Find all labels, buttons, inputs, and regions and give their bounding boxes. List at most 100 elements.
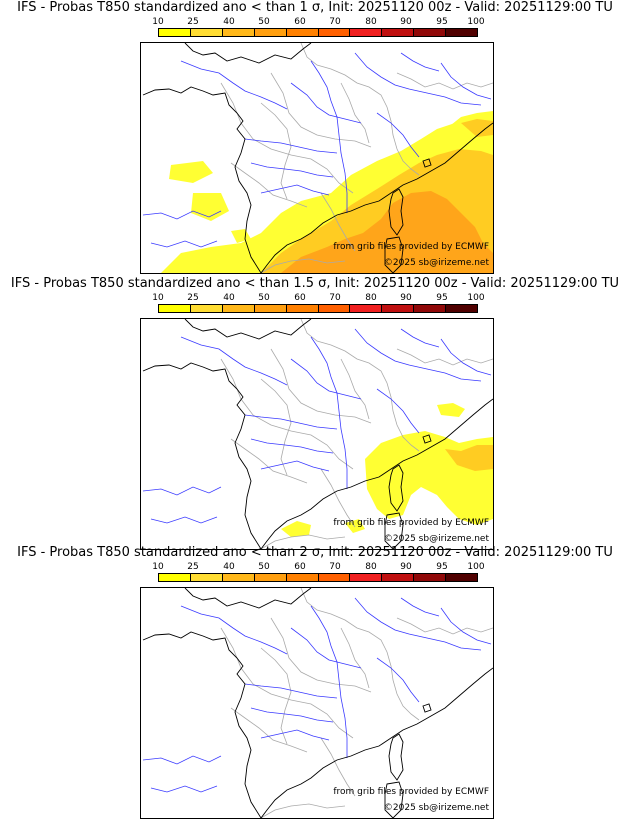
island-outline bbox=[388, 733, 404, 781]
river bbox=[180, 336, 288, 386]
island-outline bbox=[384, 781, 404, 818]
colorbar-tick-label: 90 bbox=[400, 293, 412, 303]
colorbar-swatch bbox=[159, 574, 191, 581]
colorbar-swatch bbox=[222, 305, 255, 312]
map-panel-3: IFS - Probas T850 standardized ano < tha… bbox=[0, 545, 630, 821]
river bbox=[260, 184, 330, 196]
probability-map: from grib files provided by ECMWF ©2025 s… bbox=[140, 587, 494, 819]
coastline bbox=[260, 398, 493, 549]
colorbar-swatch bbox=[318, 305, 351, 312]
colorbar-swatch bbox=[382, 574, 415, 581]
admin-border bbox=[300, 43, 420, 176]
colorbar-tick-label: 95 bbox=[436, 562, 448, 572]
river bbox=[440, 607, 492, 645]
colorbar-swatch bbox=[318, 29, 351, 36]
river bbox=[180, 60, 288, 110]
river bbox=[250, 707, 334, 723]
colorbar-tick-label: 80 bbox=[365, 562, 377, 572]
river bbox=[290, 627, 362, 669]
colorbar-swatch bbox=[286, 574, 319, 581]
island-outline bbox=[384, 512, 404, 549]
map-canvas bbox=[142, 43, 493, 273]
colorbar-swatch bbox=[350, 29, 383, 36]
colorbar-swatch bbox=[190, 29, 223, 36]
admin-border bbox=[396, 617, 493, 635]
coastline bbox=[142, 631, 262, 818]
colorbar-tick-label: 50 bbox=[258, 293, 270, 303]
river bbox=[376, 112, 420, 158]
river bbox=[354, 597, 482, 651]
river bbox=[376, 388, 420, 434]
admin-border bbox=[220, 358, 354, 470]
colorbar-swatch bbox=[222, 29, 255, 36]
colorbar-tick-label: 50 bbox=[258, 562, 270, 572]
probability-map: from grib files provided by ECMWF ©2025 s… bbox=[140, 42, 494, 274]
admin-border bbox=[300, 319, 420, 452]
river bbox=[354, 52, 482, 106]
colorbar-swatch bbox=[414, 574, 447, 581]
river bbox=[400, 328, 440, 348]
coastline bbox=[142, 86, 262, 273]
colorbar-tick-label: 40 bbox=[223, 17, 235, 27]
river bbox=[142, 486, 222, 496]
admin-border bbox=[230, 162, 308, 208]
admin-border bbox=[320, 468, 356, 528]
probability-area-low bbox=[281, 521, 311, 537]
colorbar-swatch bbox=[254, 29, 287, 36]
map-panel-2: IFS - Probas T850 standardized ano < tha… bbox=[0, 276, 630, 552]
river bbox=[310, 605, 348, 758]
colorbar-tick-label: 100 bbox=[467, 17, 485, 27]
colorbar-ticks: 10 25 40 50 60 70 80 90 95 100 bbox=[152, 293, 484, 303]
admin-border bbox=[220, 82, 354, 194]
admin-border bbox=[270, 72, 372, 148]
probability-area-low bbox=[437, 403, 465, 417]
panel-title: IFS - Probas T850 standardized ano < tha… bbox=[17, 0, 613, 15]
colorbar-tick-label: 70 bbox=[329, 562, 341, 572]
coastline bbox=[260, 667, 493, 818]
colorbar-swatch bbox=[446, 29, 478, 36]
probability-area-low bbox=[169, 161, 213, 183]
river bbox=[290, 358, 362, 400]
admin-border bbox=[220, 627, 354, 739]
colorbar-tick-label: 60 bbox=[294, 293, 306, 303]
river bbox=[310, 336, 348, 489]
coastline bbox=[184, 319, 312, 340]
river bbox=[150, 785, 218, 793]
admin-border bbox=[270, 348, 372, 424]
colorbar-tick-label: 25 bbox=[187, 562, 199, 572]
map-panel-1: IFS - Probas T850 standardized ano < tha… bbox=[0, 0, 630, 276]
colorbar-tick-label: 10 bbox=[152, 293, 164, 303]
admin-border bbox=[340, 358, 370, 420]
admin-border bbox=[396, 348, 493, 366]
colorbar-swatch bbox=[414, 305, 447, 312]
river bbox=[142, 210, 222, 220]
source-credit: from grib files provided by ECMWF bbox=[333, 518, 489, 528]
coastline bbox=[184, 588, 312, 609]
colorbar-ticks: 10 25 40 50 60 70 80 90 95 100 bbox=[152, 17, 484, 27]
coastline bbox=[260, 122, 493, 273]
island-outline bbox=[422, 703, 432, 713]
admin-border bbox=[320, 192, 356, 252]
admin-border bbox=[396, 72, 493, 90]
colorbar-swatch bbox=[190, 574, 223, 581]
river bbox=[250, 162, 334, 178]
source-credit: from grib files provided by ECMWF bbox=[333, 242, 489, 252]
colorbar-tick-label: 40 bbox=[223, 562, 235, 572]
coastline bbox=[142, 362, 262, 549]
admin-border bbox=[260, 378, 292, 476]
colorbar-swatch bbox=[222, 574, 255, 581]
river bbox=[260, 460, 330, 472]
admin-border bbox=[300, 588, 420, 721]
island-outline bbox=[388, 464, 404, 512]
admin-border bbox=[340, 82, 370, 144]
colorbar-tick-label: 60 bbox=[294, 17, 306, 27]
admin-border bbox=[260, 258, 346, 273]
colorbar-tick-label: 95 bbox=[436, 293, 448, 303]
admin-border bbox=[260, 803, 346, 818]
probability-area-mid bbox=[445, 445, 493, 471]
admin-border bbox=[260, 647, 292, 745]
colorbar-swatch bbox=[254, 574, 287, 581]
colorbar-swatch bbox=[190, 305, 223, 312]
colorbar-swatch bbox=[159, 305, 191, 312]
colorbar-tick-label: 100 bbox=[467, 562, 485, 572]
